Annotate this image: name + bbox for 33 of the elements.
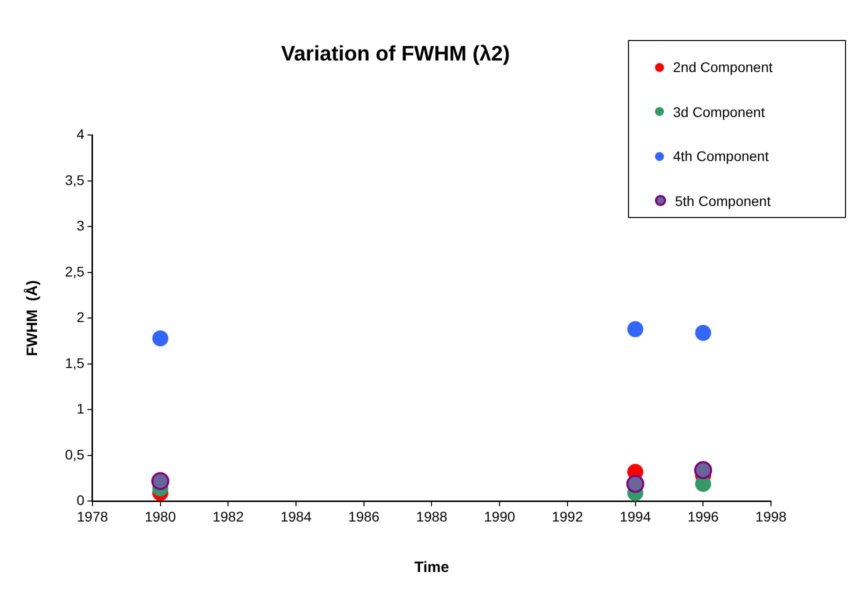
legend-label: 3d Component [673,104,765,120]
y-tick-label: 0,5 [64,446,85,462]
x-tick-label: 1996 [688,508,719,524]
x-tick-label: 1986 [348,508,380,524]
y-tick-label: 1,5 [64,354,85,371]
legend-label: 4th Component [673,148,769,164]
y-tick-label: 4 [76,126,85,142]
point [151,472,170,490]
chart-title: Variation of FWHM (λ2) [281,42,510,66]
x-tick-label: 1980 [144,508,176,524]
x-tick-label: 1990 [484,508,516,524]
legend-label: 2nd Component [673,59,773,76]
x-tick-label: 1998 [755,508,787,524]
y-tick-label: 1 [76,400,85,417]
point [626,474,644,493]
y-tick-label: 2 [76,309,85,326]
x-tick-label: 1982 [212,508,244,524]
y-tick-label: 2,5 [64,263,85,280]
x-tick-label: 1994 [620,508,652,524]
x-axis-title: Time [414,559,450,576]
x-tick-label: 1988 [416,508,448,524]
point [152,330,168,346]
point [695,324,712,341]
y-tick-label: 3,5 [64,172,85,188]
y-tick-label: 3 [76,218,85,234]
point [627,321,644,338]
y-axis-title: FWHM (Å) [23,280,42,356]
x-tick-label: 1984 [280,508,312,524]
point [694,461,712,480]
x-tick-label: 1992 [552,508,584,524]
x-tick-label: 1978 [76,508,108,524]
legend-label: 5th Component [675,192,771,209]
y-tick-label: 0 [76,492,85,508]
